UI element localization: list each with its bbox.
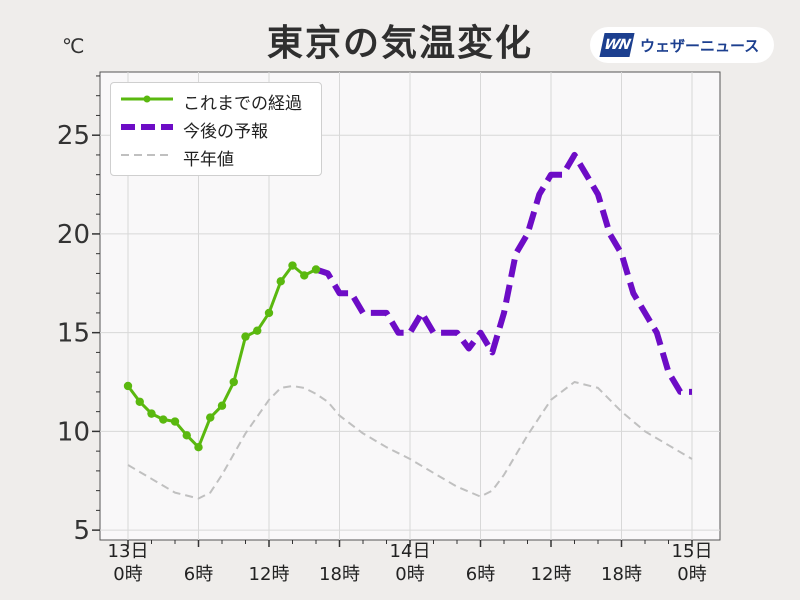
x-tick-label: 14日 <box>390 541 431 562</box>
data-point-observed <box>229 377 238 387</box>
x-tick-label: 12時 <box>531 564 572 585</box>
weathernews-logo: WN ウェザーニュース <box>590 27 774 63</box>
series-line-forecast <box>315 151 692 395</box>
legend-item-observed: これまでの経過 <box>111 85 321 114</box>
data-point-observed <box>241 332 250 341</box>
series-line-normal <box>127 381 693 500</box>
data-point-observed <box>170 417 180 426</box>
x-tick-label: 6時 <box>184 564 213 585</box>
legend-swatch-normal <box>121 154 173 156</box>
x-tick-label: 13日 <box>108 541 149 562</box>
x-tick-label: 18時 <box>319 564 360 585</box>
legend-item-forecast: 今後の予報 <box>111 113 321 142</box>
legend-swatch-forecast <box>121 124 173 130</box>
data-point-observed <box>276 277 285 286</box>
x-tick-label: 0時 <box>677 564 706 585</box>
x-tick-label: 0時 <box>395 564 424 585</box>
data-point-observed <box>264 308 274 318</box>
data-point-observed <box>253 326 262 335</box>
x-tick-label: 0時 <box>113 564 142 585</box>
legend-label-normal: 平年値 <box>183 150 234 170</box>
brand-name: ウェザーニュース <box>640 36 760 55</box>
y-tick-label: 20 <box>57 220 90 250</box>
data-point-observed <box>300 271 309 280</box>
legend-label-observed: これまでの経過 <box>183 94 302 114</box>
x-tick-label: 15日 <box>672 541 713 562</box>
data-point-observed <box>182 431 191 440</box>
x-tick-label: 18時 <box>601 564 642 585</box>
legend-label-forecast: 今後の予報 <box>183 122 268 142</box>
data-point-observed <box>311 265 321 274</box>
data-point-observed <box>159 415 168 424</box>
y-tick-label: 15 <box>57 319 90 349</box>
legend-swatch-observed <box>121 95 173 103</box>
chart-legend: これまでの経過 今後の予報 平年値 <box>110 82 322 176</box>
y-tick-label: 10 <box>57 417 90 447</box>
y-axis-unit-label: ℃ <box>62 34 85 58</box>
y-tick-label: 25 <box>57 121 90 151</box>
data-point-observed <box>194 442 203 452</box>
data-point-observed <box>288 261 297 270</box>
x-tick-label: 6時 <box>466 564 495 585</box>
x-tick-label: 12時 <box>249 564 290 585</box>
chart-title: 東京の気温変化 <box>266 23 533 64</box>
data-point-observed <box>123 381 133 391</box>
data-point-observed <box>206 413 215 422</box>
y-tick-label: 5 <box>73 516 90 546</box>
legend-item-normal: 平年値 <box>111 141 321 170</box>
data-point-observed <box>135 397 144 406</box>
data-point-observed <box>147 409 156 418</box>
data-point-observed <box>217 401 227 410</box>
